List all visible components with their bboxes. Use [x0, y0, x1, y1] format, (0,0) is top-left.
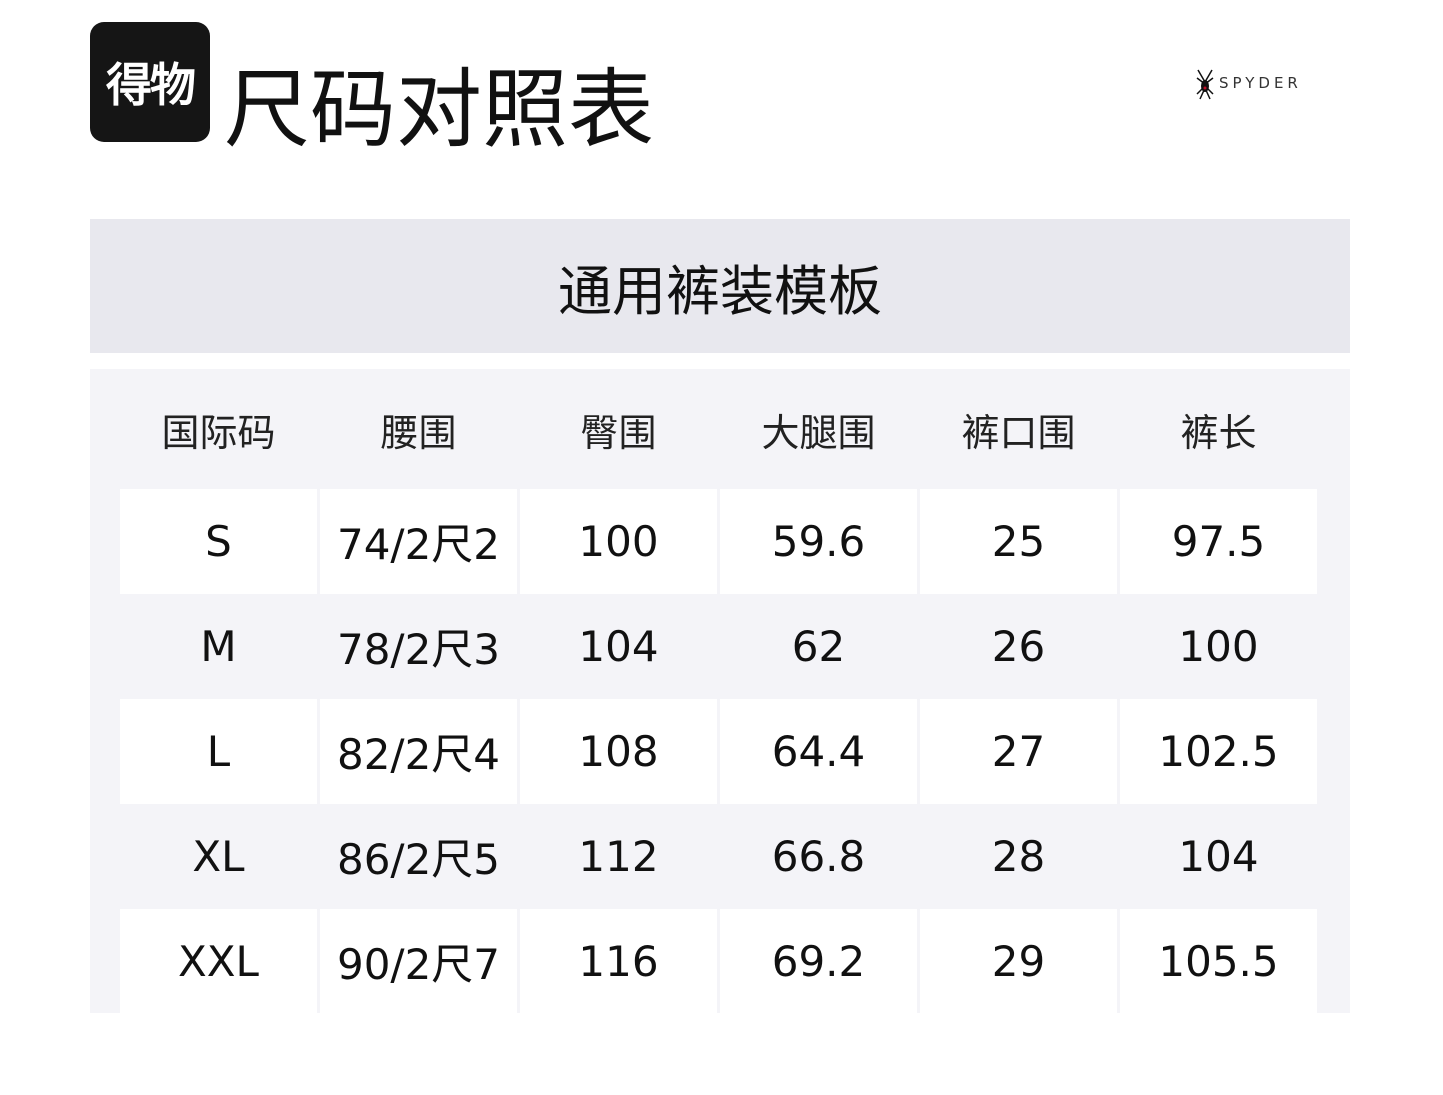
table-cell: S: [120, 489, 317, 594]
table-cell: XL: [192, 832, 245, 881]
table-cell: 28: [991, 832, 1046, 881]
table-cell: 29: [920, 909, 1117, 1014]
table-cell: M: [200, 622, 237, 671]
table-cell: 62: [791, 622, 846, 671]
table-cell: 97.5: [1120, 489, 1317, 594]
table-row: L 82/2尺4 108 64.4 27 102.5: [120, 699, 1317, 804]
column-header: 裤长: [1180, 410, 1257, 455]
table-cell: 104: [1178, 832, 1259, 881]
table-row: S 74/2尺2 100 59.6 25 97.5: [120, 489, 1317, 594]
table-cell: 26: [991, 622, 1046, 671]
table-cell: 108: [520, 699, 717, 804]
spyder-logo: SPYDER: [1195, 66, 1302, 100]
table-cell: XXL: [120, 909, 317, 1014]
table-cell: L: [120, 699, 317, 804]
table-cell: 102.5: [1120, 699, 1317, 804]
table-cell: 25: [920, 489, 1117, 594]
table-cell: 105.5: [1120, 909, 1317, 1014]
dewu-logo: 得物: [90, 22, 210, 142]
table-cell: 90/2尺7: [320, 909, 517, 1014]
table-cell: 112: [578, 832, 659, 881]
table-cell: 78/2尺3: [336, 625, 501, 674]
table-row: XXL 90/2尺7 116 69.2 29 105.5: [120, 909, 1317, 1014]
table-cell: 86/2尺5: [336, 835, 501, 884]
table-cell: 100: [520, 489, 717, 594]
table-cell: 116: [520, 909, 717, 1014]
section-title: 通用裤装模板: [90, 219, 1350, 353]
table-row: XL 86/2尺5 112 66.8 28 104: [120, 804, 1317, 909]
column-header: 臀围: [580, 410, 657, 455]
column-header: 国际码: [161, 410, 276, 455]
table-row: M 78/2尺3 104 62 26 100: [120, 594, 1317, 699]
table-cell: 59.6: [720, 489, 917, 594]
spider-icon: [1196, 69, 1214, 100]
column-header: 裤口围: [961, 410, 1076, 455]
table-cell: 27: [920, 699, 1117, 804]
column-header: 腰围: [380, 410, 457, 455]
page-title: 尺码对照表: [224, 60, 654, 160]
table-header: 国际码 腰围 臀围 大腿围 裤口围 裤长: [120, 369, 1317, 489]
column-header: 大腿围: [761, 410, 876, 455]
table-cell: 82/2尺4: [320, 699, 517, 804]
table-cell: 64.4: [720, 699, 917, 804]
table-cell: 100: [1178, 622, 1259, 671]
brand-text: SPYDER: [1219, 74, 1302, 92]
table-cell: 69.2: [720, 909, 917, 1014]
table-cell: 66.8: [771, 832, 866, 881]
size-table: 国际码 腰围 臀围 大腿围 裤口围 裤长 S 74/2尺2 100 59.6 25 97.5 M 78/…: [90, 369, 1350, 1014]
table-cell: 74/2尺2: [320, 489, 517, 594]
table-cell: 104: [578, 622, 659, 671]
